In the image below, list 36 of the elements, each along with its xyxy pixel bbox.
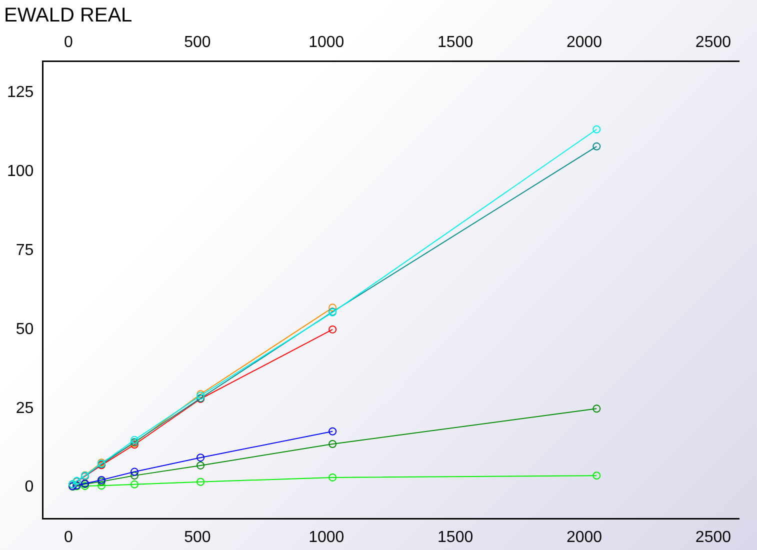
x-tick-label: 2000 <box>566 528 602 546</box>
y-tick-label: 0 <box>24 478 34 496</box>
y-tick-label: 25 <box>16 400 34 417</box>
x-tick-label: 1500 <box>438 528 474 546</box>
x-tick-label: 1000 <box>308 528 344 546</box>
point <box>592 142 601 150</box>
x2-tick-label: 2500 <box>695 34 732 52</box>
point <box>97 482 106 490</box>
x-tick-label: 0 <box>64 528 74 546</box>
x2-tick-label: 1000 <box>308 34 344 52</box>
point <box>196 461 205 470</box>
y-tick-label: 100 <box>6 163 34 180</box>
x2-tick-label: 0 <box>64 34 74 52</box>
point <box>130 480 139 488</box>
y-tick-label: 75 <box>16 242 34 259</box>
point <box>196 454 205 462</box>
point <box>196 478 205 486</box>
y-tick-label: 50 <box>16 320 34 338</box>
point <box>592 125 601 134</box>
point <box>328 325 337 334</box>
x2-tick-label: 2000 <box>566 34 602 52</box>
point <box>328 304 337 312</box>
point <box>130 472 139 480</box>
point <box>328 473 337 482</box>
point <box>130 436 139 444</box>
x2-tick-label: 500 <box>184 34 211 52</box>
point <box>592 404 601 413</box>
chart-title: EWALD REAL <box>4 4 132 27</box>
point <box>592 472 601 480</box>
point <box>328 427 337 436</box>
y-tick-label: 125 <box>6 84 34 102</box>
x2-tick-label: 1500 <box>438 34 474 52</box>
point <box>130 468 139 476</box>
point <box>328 440 337 448</box>
x-tick-label: 500 <box>184 528 211 546</box>
x-tick-label: 2500 <box>695 528 732 546</box>
